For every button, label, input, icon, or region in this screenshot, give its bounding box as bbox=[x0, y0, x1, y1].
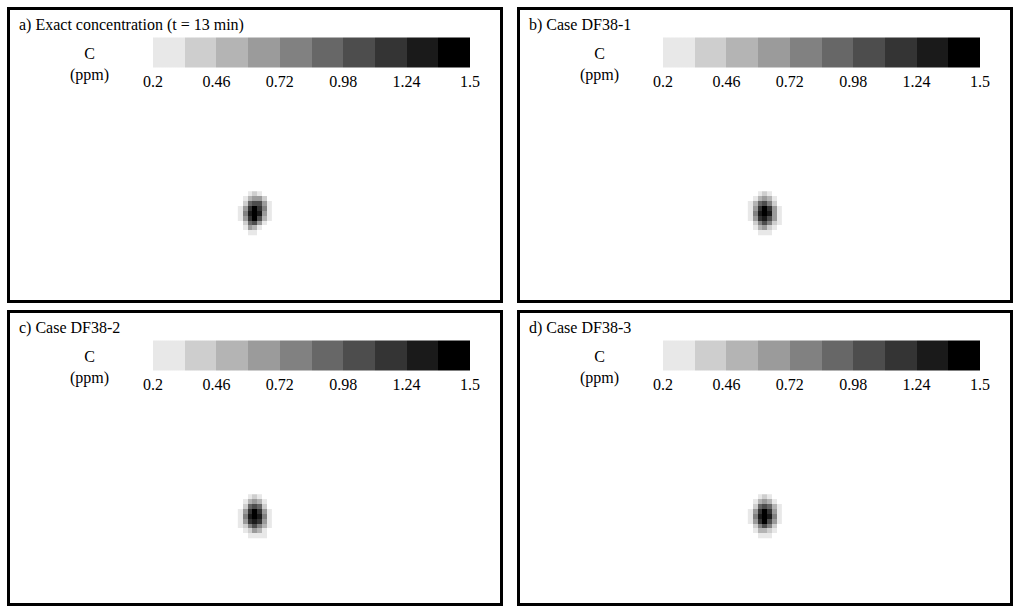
svg-text:1.5: 1.5 bbox=[970, 376, 990, 393]
svg-text:0.98: 0.98 bbox=[329, 376, 357, 393]
svg-text:0.98: 0.98 bbox=[839, 376, 867, 393]
svg-text:0.72: 0.72 bbox=[266, 73, 294, 90]
svg-text:0.72: 0.72 bbox=[776, 73, 804, 90]
svg-text:1.5: 1.5 bbox=[970, 73, 990, 90]
svg-text:1.5: 1.5 bbox=[460, 376, 480, 393]
svg-text:0.72: 0.72 bbox=[266, 376, 294, 393]
svg-text:0.2: 0.2 bbox=[143, 376, 163, 393]
svg-text:1.24: 1.24 bbox=[903, 73, 931, 90]
svg-text:0.72: 0.72 bbox=[776, 376, 804, 393]
svg-text:0.46: 0.46 bbox=[712, 73, 740, 90]
svg-text:0.2: 0.2 bbox=[653, 376, 673, 393]
svg-text:C(ppm): C(ppm) bbox=[70, 348, 109, 387]
svg-text:1.24: 1.24 bbox=[393, 73, 421, 90]
svg-text:1.5: 1.5 bbox=[460, 73, 480, 90]
svg-text:0.98: 0.98 bbox=[329, 73, 357, 90]
svg-text:0.2: 0.2 bbox=[653, 73, 673, 90]
svg-text:b) Case DF38-1: b) Case DF38-1 bbox=[529, 16, 631, 34]
svg-text:C(ppm): C(ppm) bbox=[580, 348, 619, 387]
svg-text:0.46: 0.46 bbox=[712, 376, 740, 393]
svg-text:0.46: 0.46 bbox=[202, 376, 230, 393]
svg-text:0.98: 0.98 bbox=[839, 73, 867, 90]
svg-text:d) Case DF38-3: d) Case DF38-3 bbox=[529, 319, 631, 337]
svg-text:c) Case DF38-2: c) Case DF38-2 bbox=[19, 319, 120, 337]
svg-text:0.2: 0.2 bbox=[143, 73, 163, 90]
svg-text:a) Exact concentration (t = 13: a) Exact concentration (t = 13 min) bbox=[19, 16, 244, 34]
svg-text:0.46: 0.46 bbox=[202, 73, 230, 90]
svg-text:C(ppm): C(ppm) bbox=[70, 45, 109, 84]
svg-text:1.24: 1.24 bbox=[393, 376, 421, 393]
svg-text:1.24: 1.24 bbox=[903, 376, 931, 393]
svg-text:C(ppm): C(ppm) bbox=[580, 45, 619, 84]
